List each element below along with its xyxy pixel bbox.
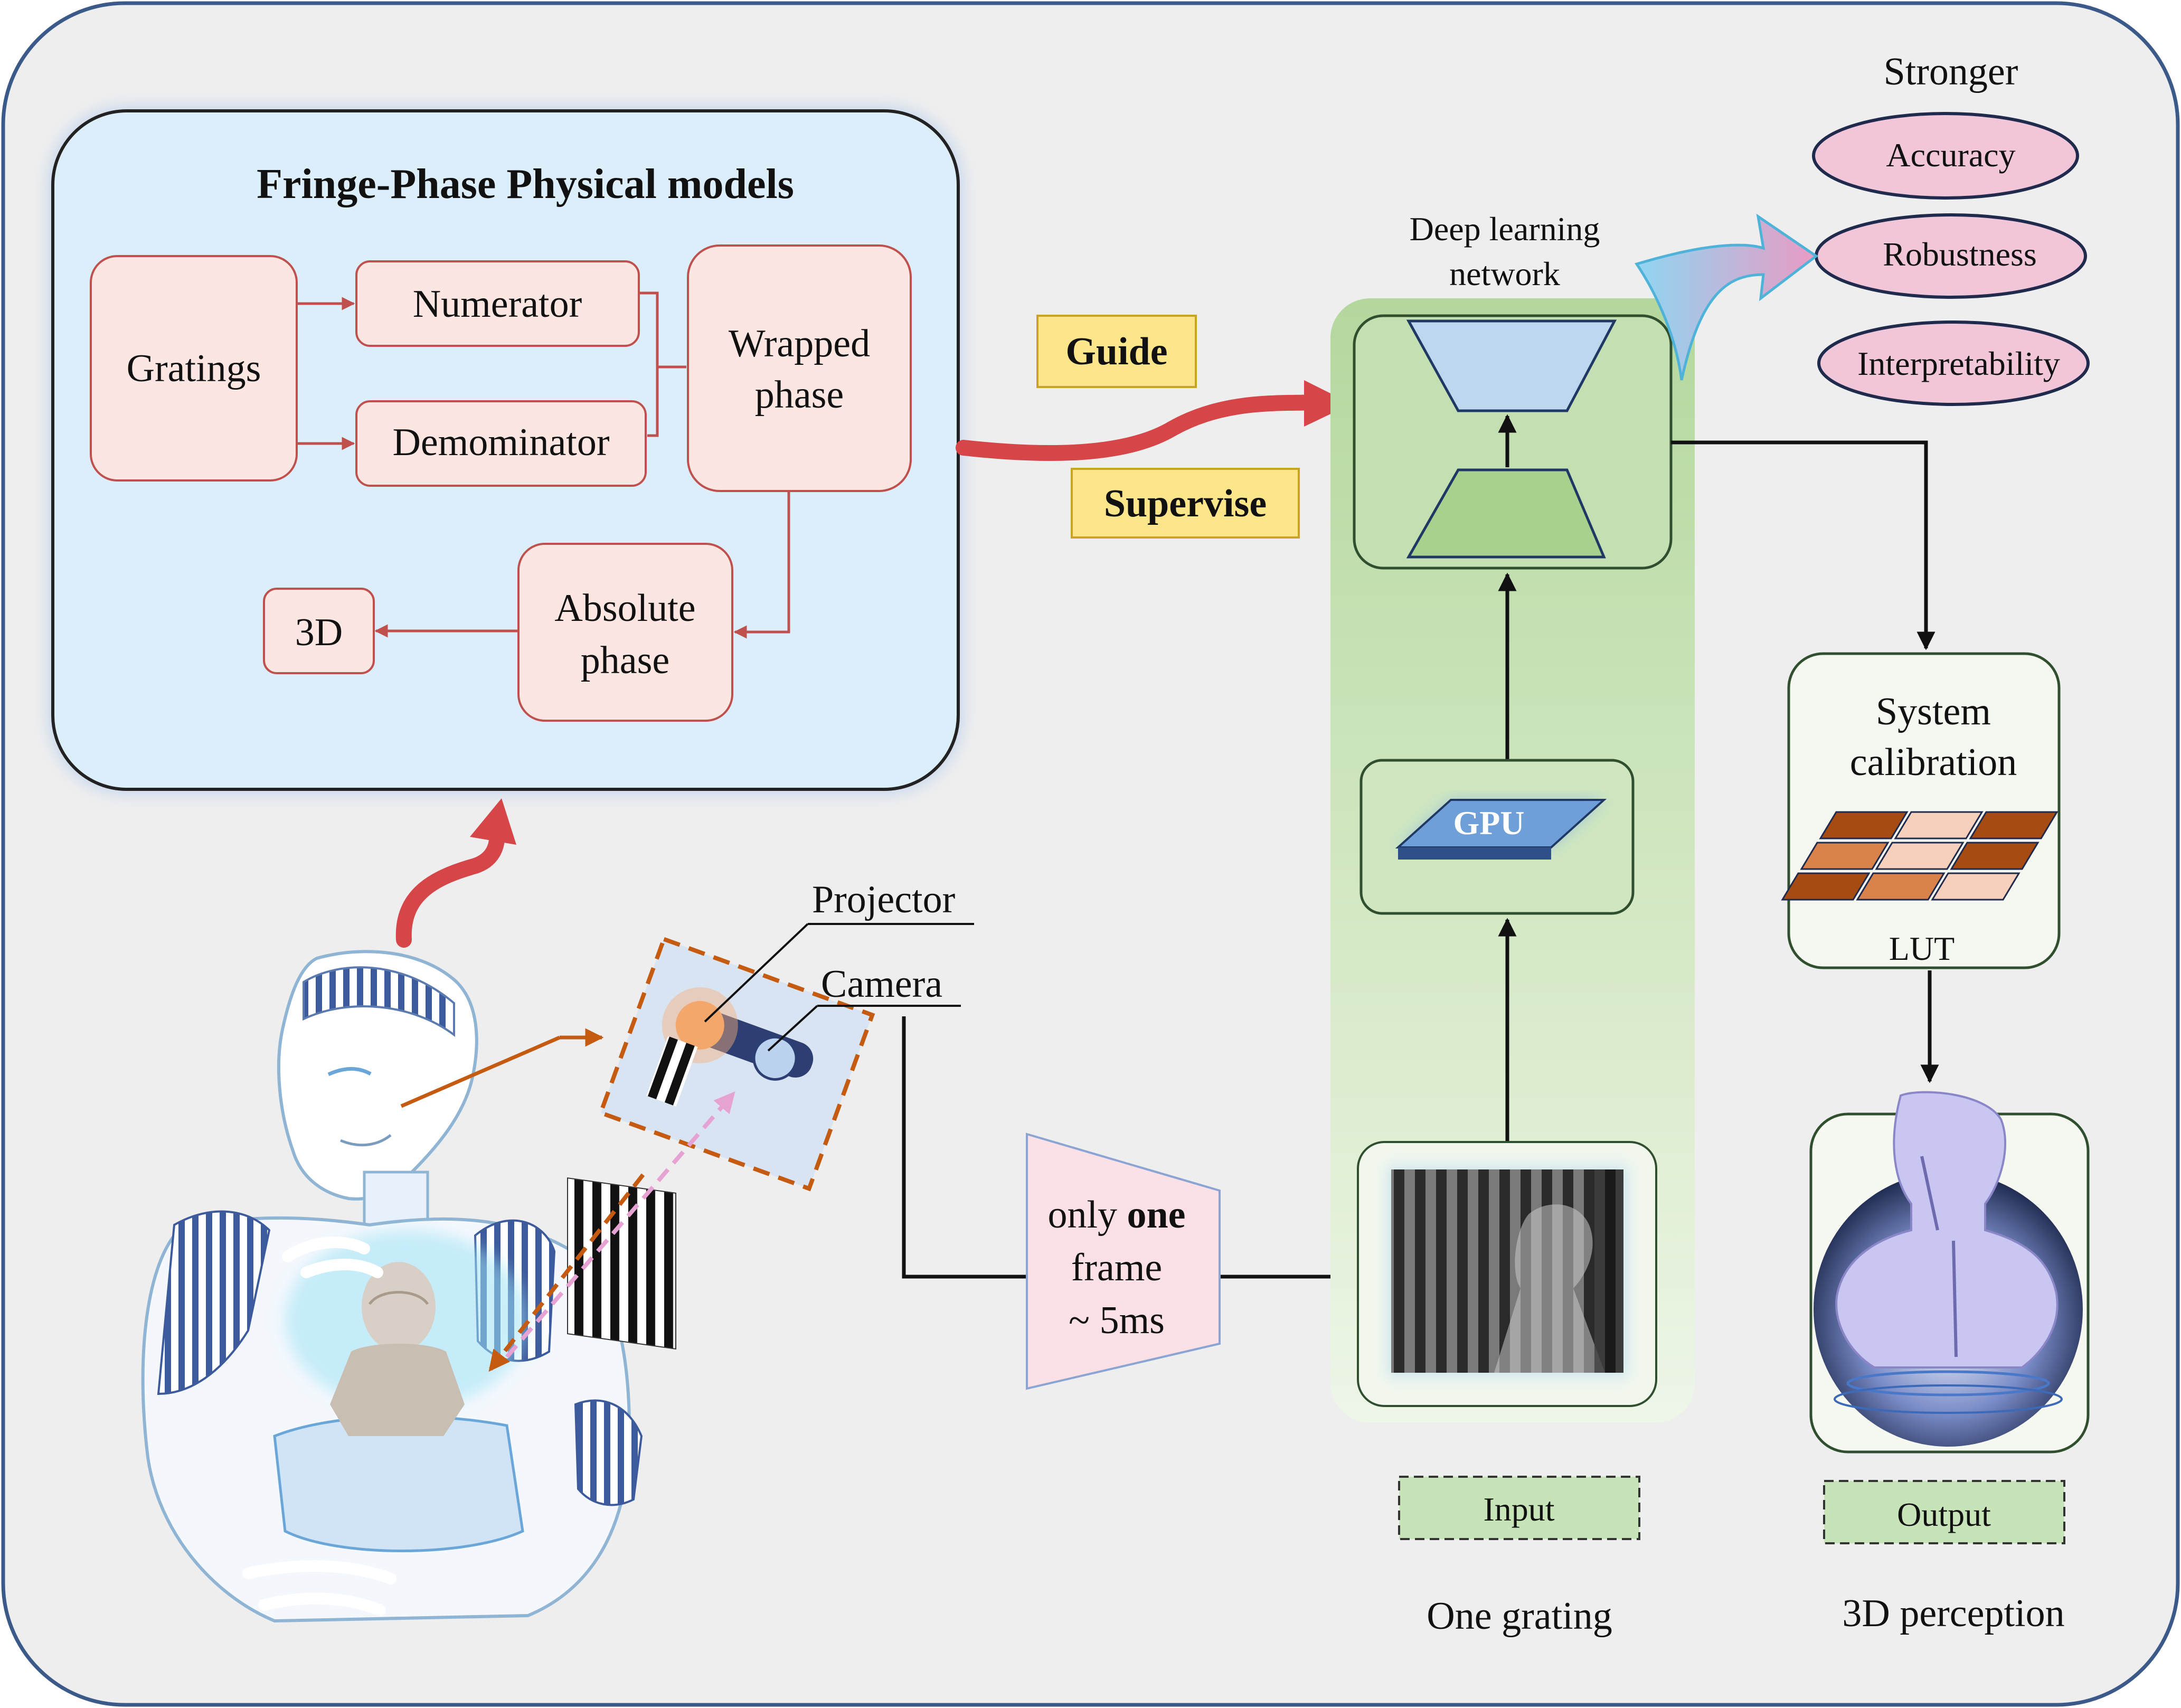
inspiration-arrow <box>395 798 516 948</box>
numerator-box: Numerator <box>355 260 640 347</box>
wrapped-phase-box: Wrapped phase <box>687 244 912 492</box>
capture-line1-prefix: only <box>1047 1193 1127 1237</box>
calibration-line1: System <box>1876 690 1991 733</box>
gratings-label: Gratings <box>127 347 261 390</box>
projector-lens <box>675 1001 724 1050</box>
calibration-box: System calibration LUT <box>1781 652 2061 969</box>
robot-illustration <box>141 950 643 1623</box>
stronger-title: Stronger <box>1884 50 2018 93</box>
gpu-label: GPU <box>1453 804 1524 842</box>
gpu-box: GPU <box>1359 759 1635 915</box>
benefit-interpretability: Interpretability <box>1817 320 2090 406</box>
input-tag: Input <box>1398 1476 1640 1540</box>
guide-arrow <box>956 380 1352 461</box>
three-d-perception-caption: 3D perception <box>1842 1592 2064 1635</box>
network-title-line2: network <box>1449 255 1560 292</box>
capture-line2: frame <box>1071 1246 1163 1289</box>
one-grating-caption: One grating <box>1427 1594 1612 1638</box>
projector-camera-module <box>598 936 875 1192</box>
encoder-trapezoid <box>1406 468 1606 559</box>
network-title-line1: Deep learning <box>1410 210 1600 248</box>
capture-line1: only one <box>1047 1193 1185 1237</box>
output-label: Output <box>1897 1496 1991 1533</box>
fringe-pattern-plate <box>567 1177 676 1350</box>
guide-tag: Guide <box>1036 315 1197 388</box>
physical-models-title: Fringe-Phase Physical models <box>257 161 794 207</box>
decoder-trapezoid <box>1406 319 1617 412</box>
phase-connectors <box>297 291 790 639</box>
projector-label: Projector <box>812 878 955 921</box>
absolute-phase-box: Absolute phase <box>517 543 733 722</box>
guide-label: Guide <box>1065 330 1167 373</box>
input-label: Input <box>1483 1490 1554 1528</box>
gratings-box: Gratings <box>90 255 298 482</box>
wrapped-phase-line1: Wrapped <box>729 322 870 365</box>
input-image-box <box>1357 1141 1657 1407</box>
wrapped-phase-line2: phase <box>755 373 844 417</box>
denominator-label: Demominator <box>392 421 609 464</box>
network-box <box>1353 314 1673 570</box>
network-to-calibration-line <box>1671 440 1935 650</box>
lut-grid <box>1781 811 2059 901</box>
denominator-box: Demominator <box>355 400 647 487</box>
benefit-robustness: Robustness <box>1815 213 2087 299</box>
benefit-accuracy: Accuracy <box>1812 112 2079 200</box>
supervise-tag: Supervise <box>1071 468 1300 539</box>
supervise-label: Supervise <box>1104 482 1267 525</box>
absolute-phase-line2: phase <box>581 639 670 682</box>
reconstructed-bust <box>1834 1091 2063 1414</box>
absolute-phase-line1: Absolute <box>554 587 695 630</box>
capture-line1-bold: one <box>1127 1193 1186 1237</box>
capture-trapezoid: only one frame ~ 5ms <box>1026 1133 1221 1390</box>
benefit-accuracy-label: Accuracy <box>1886 136 2015 174</box>
numerator-label: Numerator <box>413 282 582 326</box>
bust-statue <box>330 1262 465 1436</box>
three-d-label: 3D <box>295 611 343 654</box>
projection-ray <box>488 1173 645 1372</box>
calibration-line2: calibration <box>1850 741 2017 784</box>
camera-label: Camera <box>821 962 942 1006</box>
stronger-arrow <box>1635 213 1819 381</box>
three-d-box: 3D <box>263 588 375 674</box>
output-box <box>1809 1091 2090 1454</box>
lut-label: LUT <box>1889 930 1955 967</box>
output-tag: Output <box>1823 1480 2065 1544</box>
physical-models-panel: Fringe-Phase Physical models Gratings Nu… <box>48 106 964 795</box>
capture-line3: ~ 5ms <box>1069 1299 1165 1342</box>
benefit-interpretability-label: Interpretability <box>1857 345 2060 382</box>
benefit-robustness-label: Robustness <box>1883 235 2037 273</box>
reflection-ray <box>505 1091 736 1358</box>
